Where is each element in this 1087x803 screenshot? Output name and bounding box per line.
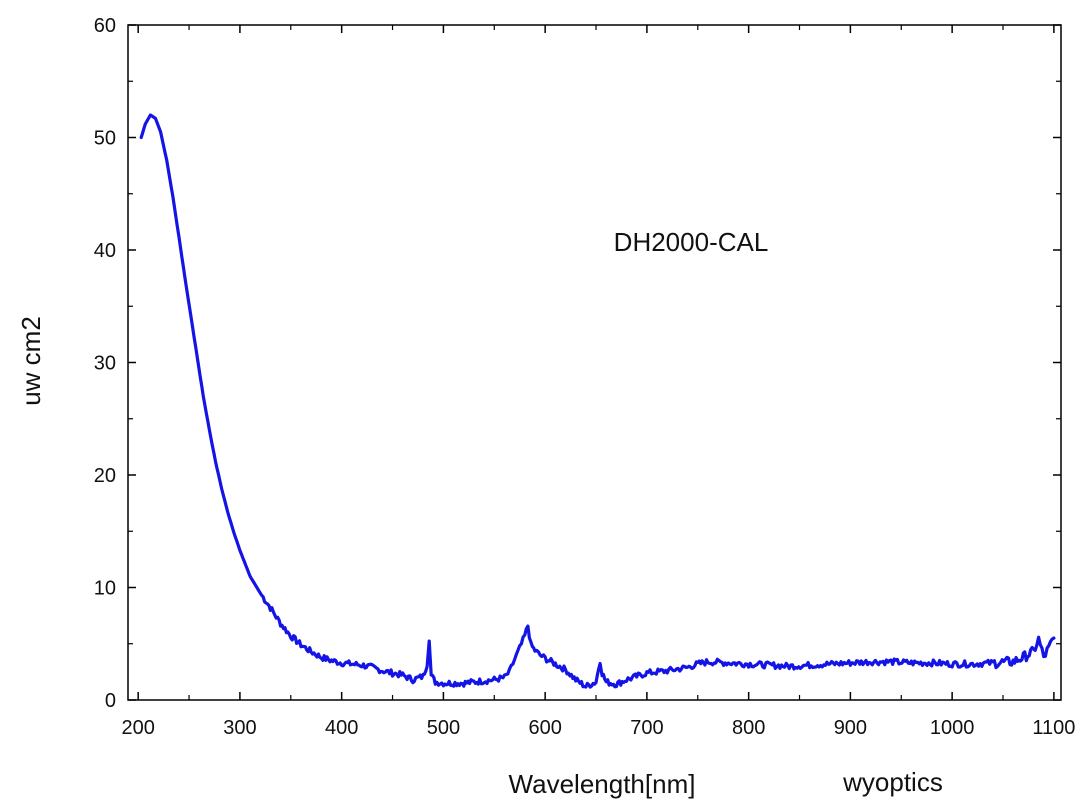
chart-annotation: DH2000-CAL	[614, 227, 769, 257]
x-tick-label: 200	[121, 717, 154, 739]
y-tick-label: 10	[94, 578, 116, 600]
x-tick-label: 900	[834, 717, 867, 739]
y-tick-label: 0	[105, 690, 116, 712]
x-tick-label: 1000	[930, 717, 975, 739]
series-line-0	[139, 113, 1056, 689]
x-tick-label: 500	[427, 717, 460, 739]
x-tick-label: 1100	[1032, 717, 1075, 739]
y-axis-title: uw cm2	[16, 316, 46, 406]
x-tick-label: 300	[223, 717, 256, 739]
x-tick-label: 700	[630, 717, 663, 739]
y-tick-label: 40	[94, 240, 116, 262]
y-tick-label: 50	[94, 128, 116, 150]
x-axis-title: Wavelength[nm]	[509, 769, 696, 799]
y-tick-label: 20	[94, 465, 116, 487]
x-tick-label: 800	[732, 717, 765, 739]
plot-frame	[127, 24, 1062, 701]
x-tick-label: 400	[325, 717, 358, 739]
y-tick-label: 60	[94, 15, 116, 37]
y-tick-label: 30	[94, 353, 116, 375]
x-tick-label: 600	[528, 717, 561, 739]
footer-text: wyoptics	[842, 767, 943, 797]
